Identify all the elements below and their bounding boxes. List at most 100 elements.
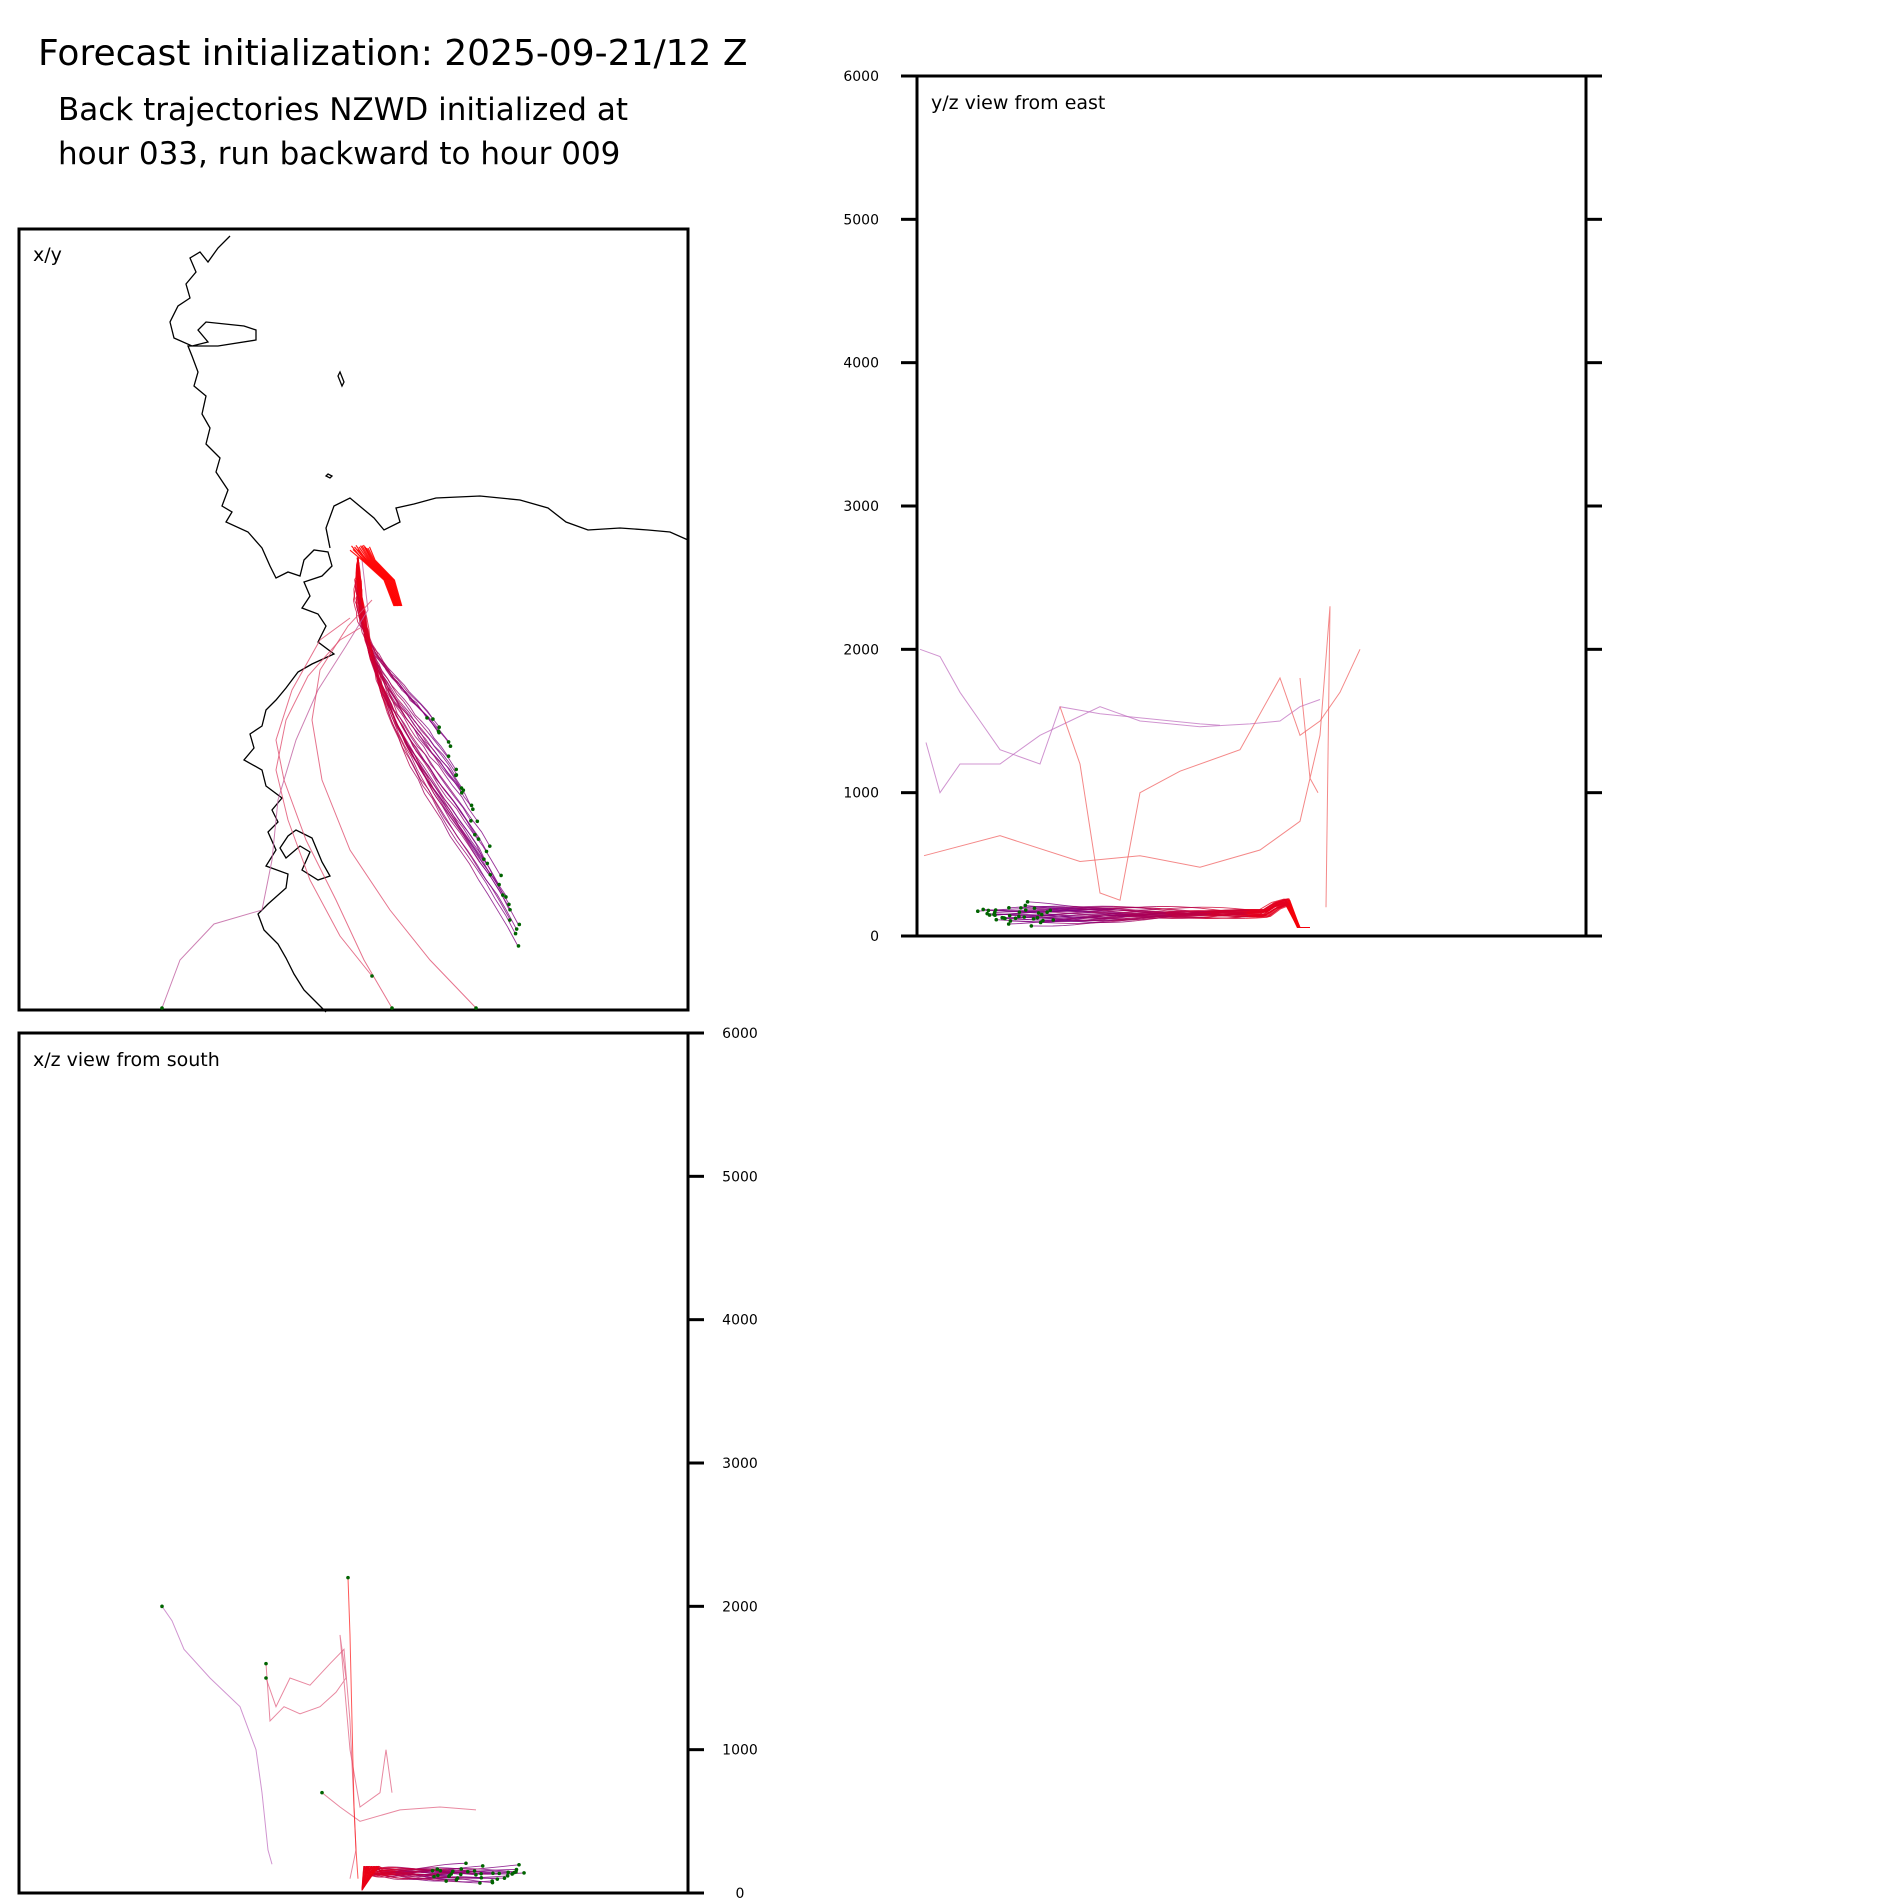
xy-trajectory-11-segment [400, 704, 429, 739]
xy-trajectory-34-segment [441, 805, 479, 862]
xy-endpoint-17 [475, 819, 480, 824]
yz-trajectories [919, 606, 1361, 928]
xy-trajectory-26-segment [381, 685, 405, 730]
yz-endpoint-9 [986, 908, 991, 913]
xy-trajectory-24-segment [422, 764, 454, 812]
yz-endpoint-7 [993, 913, 997, 918]
xy-trajectory-35-segment [476, 868, 516, 934]
xz-trajectory-35-segment [449, 1868, 483, 1871]
yz-trajectory-35-segment [1132, 915, 1172, 922]
xy-endpoint-30 [508, 907, 512, 912]
xz-endpoint-34 [514, 1867, 519, 1872]
xz-outlier-trajectory-2 [265, 1634, 393, 1808]
xy-outlier-trajectory-4 [275, 627, 373, 977]
xz-trajectory-15-segment [438, 1862, 467, 1866]
xy-trajectory-25-segment [360, 599, 369, 641]
xy-trajectory-29-segment [468, 838, 508, 898]
xy-trajectory-36-segment [441, 820, 479, 880]
xy-trajectory-20-segment [444, 790, 479, 840]
xz-trajectory-27-segment [374, 1866, 390, 1877]
yz-endpoint-29 [1039, 912, 1044, 917]
xy-endpoint-1 [425, 716, 429, 720]
yz-trajectory-33-segment [1249, 899, 1290, 911]
yz-y-axis: 0 1000 2000 3000 4000 5000 6000 [843, 69, 1602, 945]
yz-tick-label-6000: 6000 [843, 69, 879, 85]
xy-trajectory-18-segment [438, 775, 472, 822]
yz-outlier-trajectory-3 [923, 776, 1319, 868]
yz-tick-label-2000: 2000 [843, 642, 879, 658]
xy-trajectory-17-segment [445, 775, 478, 822]
xy-trajectory-16-segment [374, 658, 390, 694]
xz-tick-label-0: 0 [736, 1886, 745, 1900]
xz-trajectory-32-segment [395, 1870, 420, 1875]
yz-trajectory-34-segment [1050, 909, 1091, 914]
xz-trajectory-28-segment [413, 1877, 440, 1881]
xy-endpoint-35 [513, 931, 518, 936]
figure-subtitle-line-1: Back trajectories NZWD initialized at [58, 92, 628, 128]
xy-trajectory-9-segment [403, 701, 429, 734]
yz-endpoint-1 [975, 909, 980, 913]
yz-endpoint-28 [1025, 900, 1030, 904]
xz-endpoint-26 [497, 1871, 502, 1876]
yz-trajectory-27-segment [1034, 907, 1077, 909]
yz-endpoint-18 [1007, 913, 1012, 918]
xy-trajectory-33-segment [477, 864, 517, 930]
xy-origin-bundle-13 [367, 547, 402, 607]
xy-origin-bundle-12 [365, 547, 402, 607]
xz-trajectory-27-segment [389, 1876, 410, 1880]
xy-endpoint-26 [499, 873, 503, 878]
yz-endpoint-20 [1019, 906, 1023, 910]
yz-endpoint-30 [1029, 924, 1034, 928]
yz-endpoint-33 [1045, 910, 1049, 914]
xz-endpoint-6 [438, 1868, 443, 1873]
xy-outlier-trajectory-3 [275, 617, 393, 1009]
xy-endpoint-28 [501, 893, 505, 897]
xz-endpoints [160, 1575, 526, 1885]
xy-trajectory-36-segment [477, 878, 519, 947]
xz-trajectory-33-segment [377, 1865, 396, 1875]
yz-endpoint-22 [1022, 915, 1027, 919]
xy-trajectory-32-segment [471, 857, 511, 921]
xy-trajectory-4-segment [374, 649, 392, 674]
xy-trajectory-28-segment [431, 785, 467, 838]
xz-trajectory-23-segment [460, 1880, 493, 1883]
xy-outlier-endpoint-3 [390, 1006, 394, 1010]
xy-outlier-endpoint-1 [160, 1006, 164, 1010]
xy-trajectory-36-segment [371, 659, 388, 712]
xy-endpoint-9 [454, 767, 459, 772]
xy-endpoint-24 [485, 861, 490, 866]
yz-trajectory-36-segment [1125, 913, 1167, 918]
xz-endpoint-15 [464, 1861, 468, 1866]
yz-trajectory-30-segment [1117, 915, 1160, 921]
xy-endpoint-31 [507, 902, 511, 907]
xz-endpoint-25 [490, 1880, 495, 1885]
xy-endpoint-36 [516, 944, 521, 948]
xz-trajectory-9-segment [389, 1877, 409, 1881]
coastline-segment-2 [325, 495, 689, 549]
xy-endpoint-25 [488, 872, 493, 877]
yz-trajectory-34-segment [1210, 909, 1251, 912]
coastline-segment-5 [324, 473, 334, 479]
xz-endpoint-1 [432, 1874, 436, 1879]
xy-trajectory-26-segment [463, 820, 501, 876]
xy-trajectory-33-segment [440, 809, 478, 866]
xz-endpoint-14 [459, 1867, 464, 1871]
xz-endpoint-16 [465, 1869, 470, 1874]
xy-trajectory-29-segment [406, 740, 434, 789]
yz-endpoint-23 [1023, 903, 1028, 908]
yz-trajectory-36-segment [1207, 914, 1249, 918]
figure-subtitle-line-2: hour 033, run backward to hour 009 [58, 136, 620, 172]
yz-endpoint-11 [993, 908, 998, 912]
xy-trajectory-36-segment [363, 608, 373, 660]
xy-trajectory-26-segment [430, 772, 465, 821]
yz-trajectory-34-segment [1250, 902, 1291, 913]
xy-trajectory-9-segment [381, 670, 405, 703]
xy-endpoint-27 [497, 882, 501, 887]
xy-panel-label: x/y [33, 244, 62, 266]
yz-trajectory-32-segment [1122, 909, 1164, 915]
yz-endpoint-36 [1041, 918, 1045, 923]
yz-trajectory-35-segment [1092, 920, 1133, 923]
xy-outlier-endpoint-2 [474, 1006, 478, 1010]
xz-endpoint-2 [436, 1873, 440, 1878]
yz-trajectory-26-segment [1033, 914, 1077, 920]
